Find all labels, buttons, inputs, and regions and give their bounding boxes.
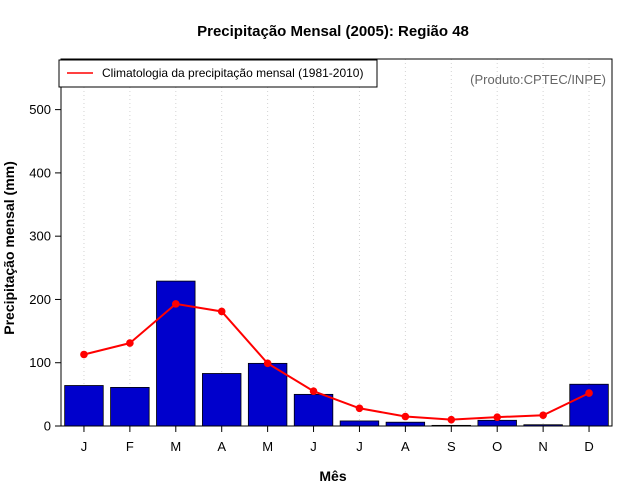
y-tick-label: 0 — [44, 419, 51, 434]
x-tick-label-9: S — [447, 439, 456, 454]
y-tick-label: 500 — [29, 102, 51, 117]
climatology-point-12 — [585, 389, 593, 397]
y-tick-label: 100 — [29, 355, 51, 370]
x-tick-label-2: F — [126, 439, 134, 454]
legend: Climatologia da precipitação mensal (198… — [58, 59, 378, 88]
x-tick-label-3: M — [170, 439, 181, 454]
x-tick-label-6: J — [310, 439, 317, 454]
plot-frame — [60, 58, 613, 427]
bar-7 — [339, 420, 380, 427]
climatology-point-3 — [171, 300, 180, 308]
climatology-point-6 — [309, 387, 318, 395]
x-tick-label-8: A — [401, 439, 410, 454]
bar-10 — [477, 419, 517, 427]
y-tick-label: 300 — [29, 229, 51, 244]
x-tick-label-5: M — [262, 439, 273, 454]
climatology-point-11 — [539, 411, 547, 420]
x-tick-label-12: D — [584, 439, 593, 454]
chart-title: Precipitação Mensal (2005): Região 48 — [197, 23, 469, 40]
bar-5 — [247, 362, 288, 427]
y-tick-label: 200 — [29, 292, 51, 307]
climatology-point-5 — [263, 359, 272, 368]
y-tick-label: 400 — [29, 165, 51, 180]
bar-series — [64, 280, 609, 427]
bar-6 — [293, 393, 334, 427]
climatology-point-1 — [80, 350, 88, 359]
x-tick-label-11: N — [538, 439, 547, 454]
x-axis-title: Mês — [319, 468, 346, 484]
climatology-line-series — [80, 300, 593, 424]
climatology-point-9 — [447, 415, 456, 424]
source-note: (Produto:CPTEC/INPE) — [470, 72, 606, 87]
x-tick-label-4: A — [217, 439, 226, 454]
climatology-point-2 — [126, 339, 134, 347]
legend-box — [58, 59, 378, 88]
bar-2 — [110, 387, 150, 427]
climatology-point-4 — [217, 307, 226, 316]
bar-8 — [385, 421, 426, 427]
x-tick-label-1: J — [81, 439, 88, 454]
climatology-point-8 — [401, 412, 410, 421]
bar-1 — [64, 385, 104, 427]
y-axis-title: Precipitação mensal (mm) — [1, 161, 17, 335]
y-axis: 0 100 200 300 400 500 — [29, 102, 61, 434]
bar-4 — [202, 373, 242, 427]
x-tick-label-10: O — [492, 439, 502, 454]
x-tick-label-7: J — [356, 439, 363, 454]
climatology-point-7 — [355, 404, 364, 413]
legend-label-climatology: Climatologia da precipitação mensal (198… — [102, 66, 363, 80]
climatology-line — [83, 302, 590, 421]
climatology-point-10 — [493, 413, 502, 421]
